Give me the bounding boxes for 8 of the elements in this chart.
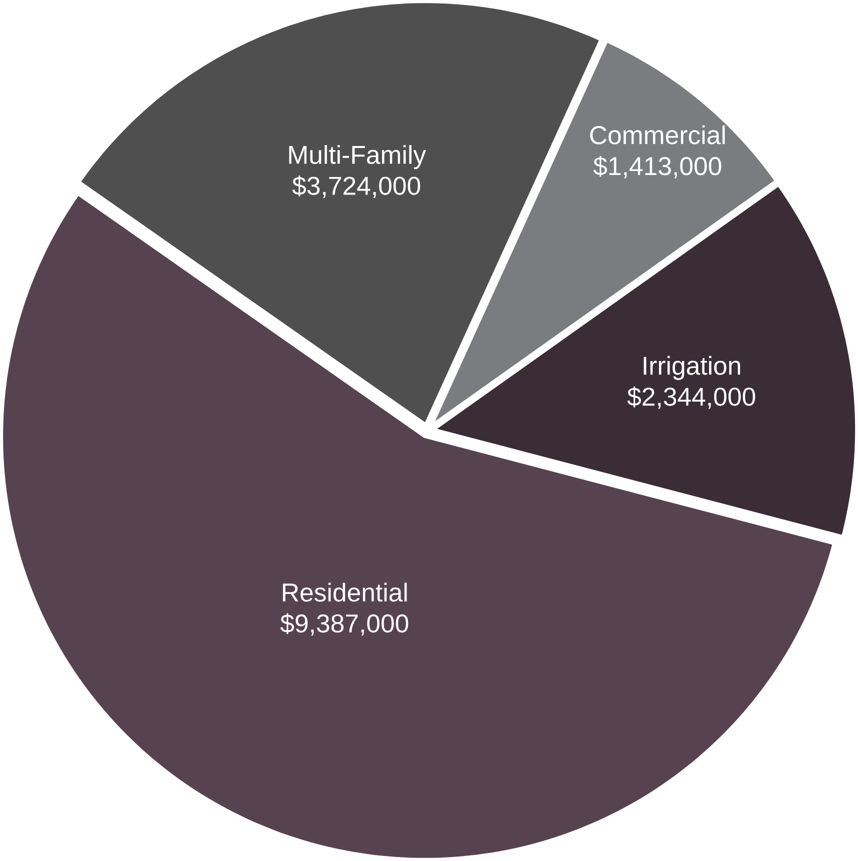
slice-label: Commercial xyxy=(590,125,725,144)
data-label: $9,387,000 xyxy=(280,613,408,636)
slice-label: Multi-Family xyxy=(289,145,426,170)
data-label: $1,413,000 xyxy=(593,156,722,178)
data-label: $2,344,000 xyxy=(627,386,756,409)
slice-label: Residential xyxy=(282,582,407,602)
data-label: $3,724,000 xyxy=(292,176,420,198)
slice-label: Irrigation xyxy=(644,356,740,380)
